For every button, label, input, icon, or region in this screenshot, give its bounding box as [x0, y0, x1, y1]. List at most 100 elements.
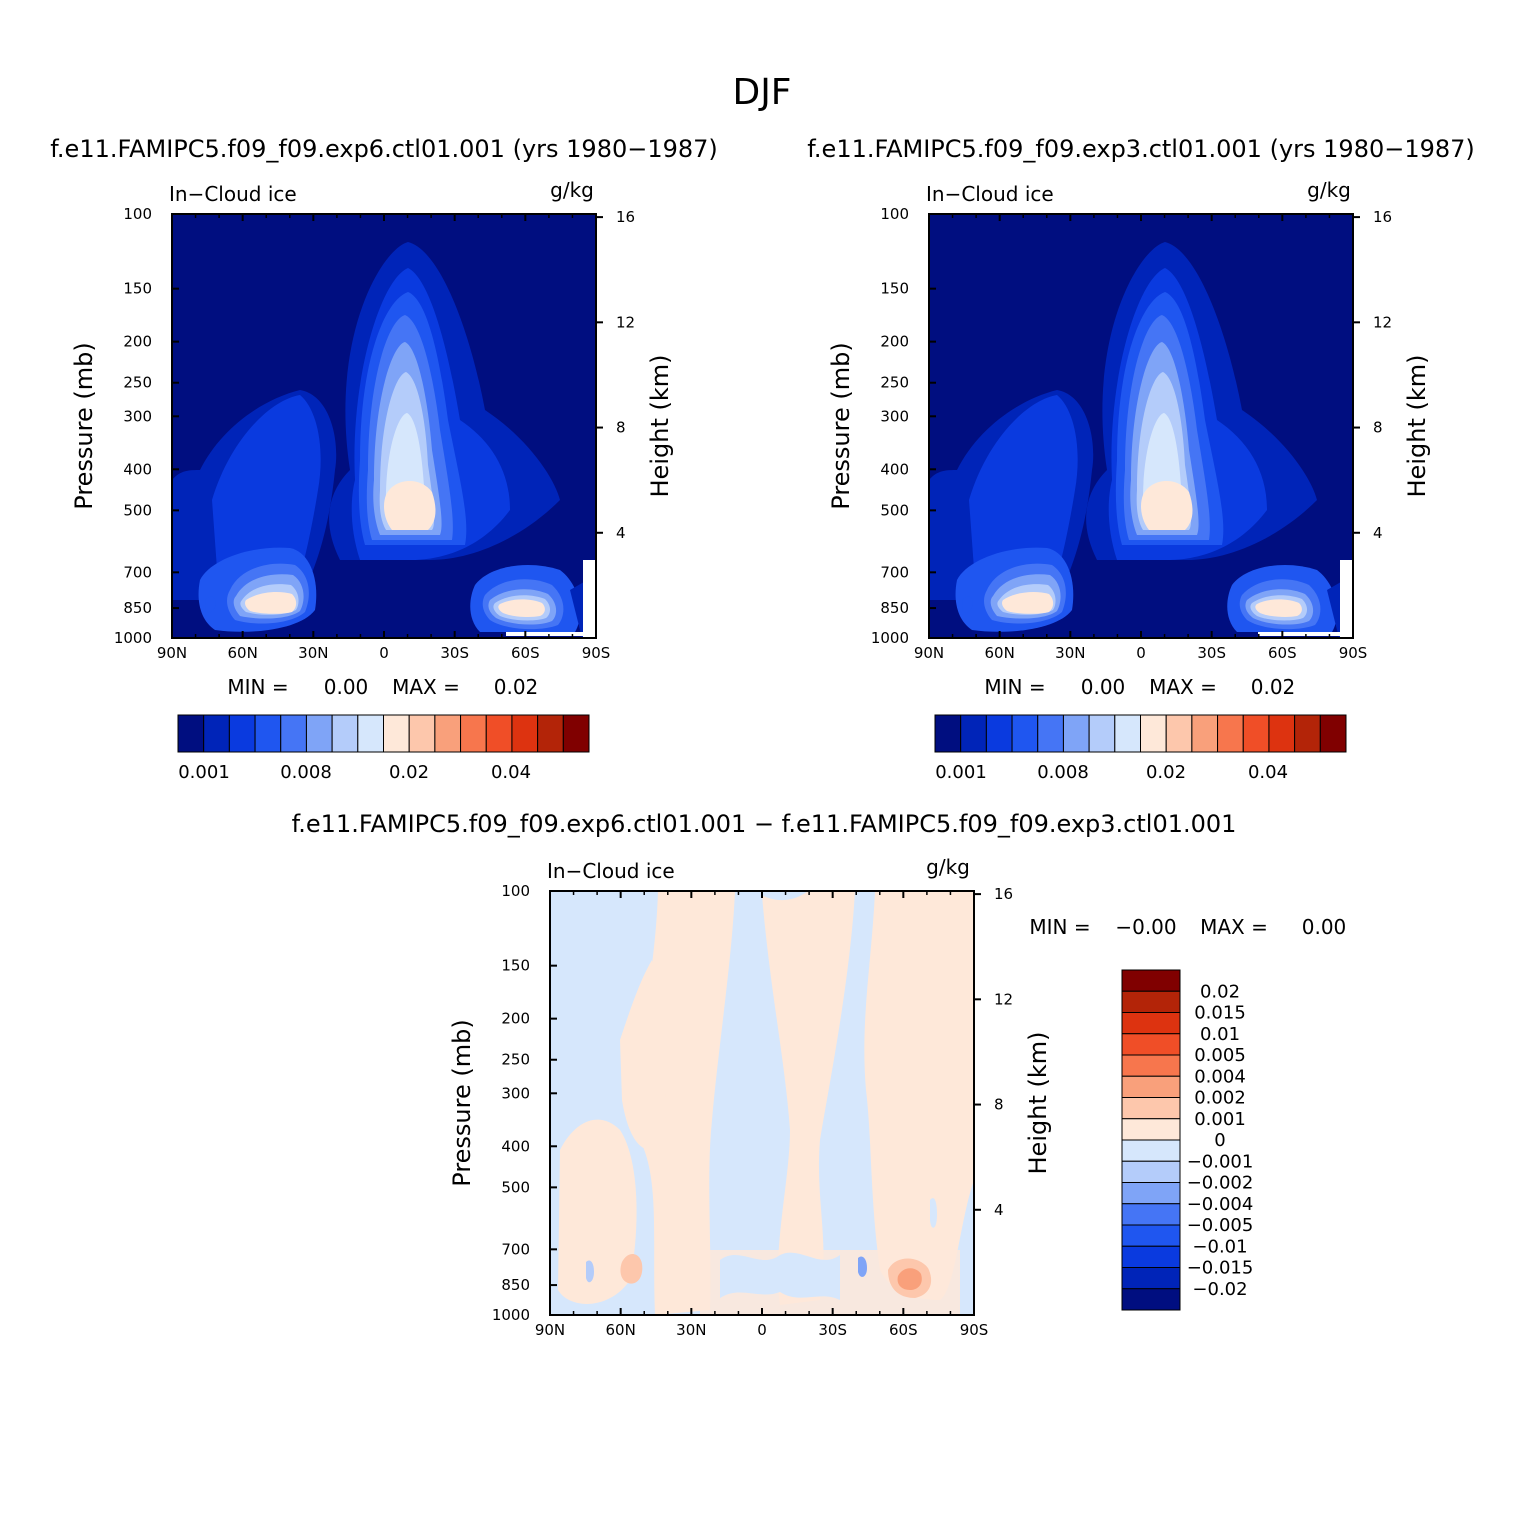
min-label: MIN =: [984, 675, 1045, 699]
colorbar-swatch: [1121, 1054, 1181, 1077]
min-label: MIN =: [1029, 915, 1090, 939]
colorbar-swatch: [1121, 1182, 1181, 1205]
y2-axis-label: Height (km): [646, 355, 674, 498]
colorbar-swatch: [1121, 1224, 1181, 1247]
min-value: −0.00: [1115, 915, 1176, 939]
colorbar-swatch: [485, 714, 513, 753]
colorbar-label: 0.005: [1194, 1045, 1246, 1066]
x-tick-label: 30N: [676, 1321, 706, 1339]
y2-tick-label: 16: [616, 208, 635, 226]
y-tick-label: 1000: [492, 1306, 530, 1324]
min-value: 0.00: [324, 675, 369, 699]
x-tick-label: 30N: [298, 644, 328, 662]
y-tick-label: 1000: [114, 629, 152, 647]
x-tick-label: 30S: [818, 1321, 847, 1339]
x-tick-label: 60N: [985, 644, 1015, 662]
colorbar-swatch: [305, 714, 333, 753]
x-tick-label: 90S: [960, 1321, 989, 1339]
colorbar-swatch: [1165, 714, 1193, 753]
y-tick-label: 700: [501, 1240, 530, 1258]
y2-tick-label: 12: [994, 990, 1013, 1008]
x-tick-label: 0: [379, 644, 389, 662]
colorbar-label: 0.001: [178, 762, 230, 783]
max-label: MAX =: [1200, 915, 1268, 939]
colorbar-swatch: [1114, 714, 1141, 753]
y-tick-label: 700: [880, 563, 909, 581]
colorbar-swatch: [1011, 714, 1039, 753]
panel-title: f.e11.FAMIPC5.f09_f09.exp6.ctl01.001 (yr…: [50, 135, 718, 163]
y-tick-label: 200: [501, 1010, 530, 1028]
y-tick-label: 150: [123, 280, 152, 298]
y-tick-label: 1000: [871, 629, 909, 647]
x-tick-label: 0: [757, 1321, 767, 1339]
panel-title: f.e11.FAMIPC5.f09_f09.exp3.ctl01.001 (yr…: [807, 135, 1475, 163]
colorbar-swatch: [177, 714, 205, 753]
min-label: MIN =: [227, 675, 288, 699]
x-tick-label: 30N: [1055, 644, 1085, 662]
y2-tick-label: 4: [616, 524, 626, 542]
x-tick-label: 90N: [914, 644, 944, 662]
y-tick-label: 200: [123, 333, 152, 351]
colorbar-swatch: [1319, 714, 1347, 753]
min-value: 0.00: [1081, 675, 1126, 699]
colorbar-label: 0.015: [1194, 1003, 1246, 1024]
colorbar-label: 0.008: [1037, 762, 1089, 783]
max-label: MAX =: [1149, 675, 1217, 699]
y2-tick-label: 8: [994, 1096, 1004, 1114]
y-tick-label: 850: [501, 1276, 530, 1294]
colorbar-swatch: [1088, 714, 1116, 753]
colorbar-swatch: [1121, 1288, 1181, 1311]
colorbar-swatch: [1121, 1097, 1181, 1120]
colorbar-label: −0.004: [1187, 1194, 1254, 1215]
colorbar-swatch: [537, 714, 564, 753]
contour-field: [550, 891, 974, 1315]
colorbar-swatch: [1191, 714, 1219, 753]
x-tick-label: 60S: [1268, 644, 1297, 662]
colorbar: [934, 714, 1347, 753]
colorbar-label: 0.02: [1146, 762, 1186, 783]
max-value: 0.02: [494, 675, 539, 699]
y-tick-label: 400: [123, 460, 152, 478]
y-tick-label: 850: [880, 599, 909, 617]
x-tick-label: 60N: [228, 644, 258, 662]
units-label: g/kg: [550, 178, 594, 202]
y-tick-label: 300: [880, 407, 909, 425]
colorbar-swatch: [1121, 1160, 1181, 1183]
units-label: g/kg: [1307, 178, 1351, 202]
x-tick-label: 30S: [1197, 644, 1226, 662]
y2-tick-label: 16: [1373, 208, 1392, 226]
colorbar-swatch: [1242, 714, 1270, 753]
colorbar-swatch: [1121, 1245, 1181, 1268]
x-tick-label: 60S: [511, 644, 540, 662]
max-value: 0.02: [1251, 675, 1296, 699]
colorbar-swatch: [408, 714, 436, 753]
colorbar-labels: 0.020.0150.010.0050.0040.0020.0010−0.001…: [1187, 981, 1254, 1300]
y-axis-label: Pressure (mb): [70, 342, 98, 509]
y-tick-label: 500: [123, 501, 152, 519]
colorbar-label: 0: [1214, 1130, 1225, 1151]
page-title: DJF: [732, 72, 791, 113]
y2-tick-label: 8: [1373, 419, 1383, 437]
y-tick-label: 400: [501, 1137, 530, 1155]
y-tick-label: 250: [501, 1051, 530, 1069]
y-tick-label: 250: [123, 374, 152, 392]
y-tick-label: 300: [501, 1084, 530, 1102]
colorbar-label: 0.008: [280, 762, 332, 783]
colorbar-label: 0.04: [491, 762, 531, 783]
axes: 90N 60N 30N 0 30S 60S 90S 100 150 200 250 300 400 500…: [114, 205, 635, 662]
colorbar-swatch: [1140, 714, 1167, 753]
panel-title: f.e11.FAMIPC5.f09_f09.exp6.ctl01.001 − f…: [292, 810, 1237, 838]
colorbar-label: 0.001: [935, 762, 987, 783]
colorbar-swatch: [460, 714, 487, 753]
colorbar: [1121, 969, 1181, 1311]
colorbar-label: −0.02: [1192, 1279, 1247, 1300]
colorbar-swatch: [1121, 1203, 1181, 1226]
x-tick-label: 90S: [1339, 644, 1368, 662]
colorbar-label: −0.002: [1187, 1173, 1254, 1194]
colorbar-swatch: [1121, 1033, 1181, 1056]
y2-tick-label: 12: [616, 313, 635, 331]
colorbar-label: 0.01: [1200, 1024, 1240, 1045]
panel-exp3: f.e11.FAMIPC5.f09_f09.exp3.ctl01.001 (yr…: [807, 135, 1475, 783]
colorbar-label: −0.01: [1192, 1236, 1247, 1257]
